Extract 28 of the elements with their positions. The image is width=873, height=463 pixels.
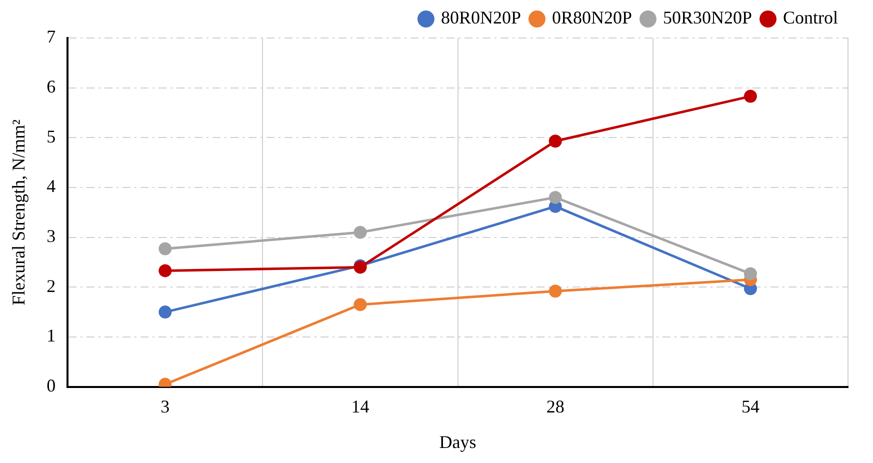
point — [548, 190, 562, 204]
y-tick-label: 7 — [46, 26, 56, 47]
point — [158, 264, 172, 278]
point — [548, 134, 562, 148]
y-tick-label: 2 — [46, 276, 56, 296]
point — [548, 284, 562, 298]
point — [158, 306, 172, 319]
y-tick-label: 5 — [46, 126, 56, 146]
x-tick-label: 54 — [741, 396, 760, 416]
point — [744, 267, 757, 280]
x-axis-title: Days — [439, 432, 476, 452]
y-tick-label: 4 — [46, 176, 56, 196]
y-tick-label: 1 — [46, 326, 56, 346]
point — [354, 298, 367, 312]
y-tick-label: 3 — [46, 226, 56, 246]
x-tick-label: 14 — [351, 396, 370, 416]
y-tick-label: 6 — [46, 76, 56, 97]
y-tick-label: 0 — [46, 376, 56, 396]
legend-label: 80R0N20P — [440, 8, 521, 28]
point — [158, 242, 172, 256]
point — [354, 226, 367, 239]
point — [744, 90, 757, 103]
legend-label: 50R30N20P — [662, 8, 752, 28]
legend-label: 0R80N20P — [552, 8, 632, 28]
legend-label: Control — [783, 8, 838, 28]
x-tick-label: 3 — [160, 396, 170, 416]
x-tick-label: 28 — [546, 396, 564, 416]
y-axis-title: Flexural Strength, N/mm² — [8, 119, 29, 306]
